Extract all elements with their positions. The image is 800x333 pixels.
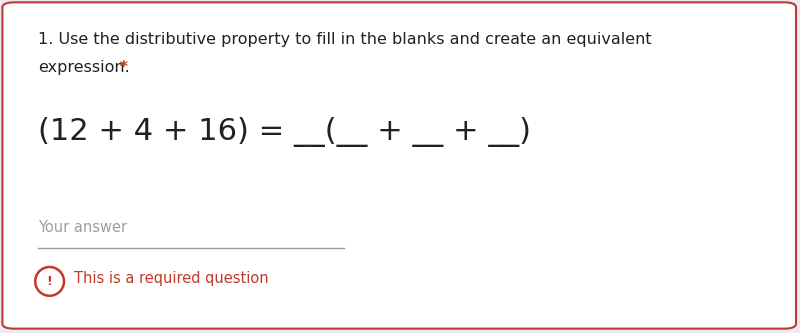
Text: 1. Use the distributive property to fill in the blanks and create an equivalent: 1. Use the distributive property to fill… bbox=[38, 32, 652, 47]
Text: *: * bbox=[114, 60, 128, 75]
Text: !: ! bbox=[46, 275, 53, 288]
Text: This is a required question: This is a required question bbox=[74, 271, 268, 286]
FancyBboxPatch shape bbox=[2, 2, 796, 329]
Text: Your answer: Your answer bbox=[38, 220, 127, 235]
Text: expression.: expression. bbox=[38, 60, 130, 75]
Text: (12 + 4 + 16) = __(__ + __ + __): (12 + 4 + 16) = __(__ + __ + __) bbox=[38, 117, 531, 147]
